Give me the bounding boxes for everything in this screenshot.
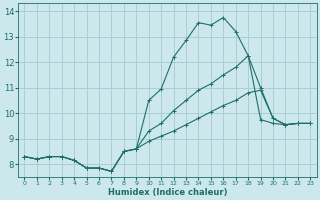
X-axis label: Humidex (Indice chaleur): Humidex (Indice chaleur): [108, 188, 227, 197]
